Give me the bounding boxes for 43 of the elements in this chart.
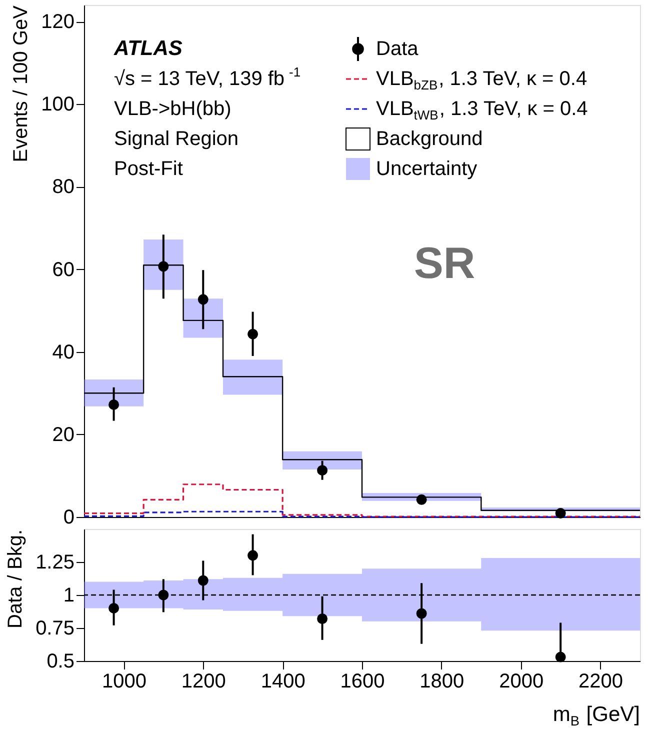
y-axis-title: Data / Bkg. [4,530,27,628]
x-tick-label: 1400 [260,670,306,692]
annotation: VLB->bH(bb) [114,98,232,120]
y-tick-label: 1 [63,584,74,606]
legend-label: Data [376,38,420,60]
point [416,608,427,619]
legend-label: Uncertainty [376,158,478,180]
x-tick-label: 2200 [578,670,624,692]
legend-label: Background [376,128,483,150]
y-tick-label: 100 [41,94,74,116]
point [158,590,169,600]
y-tick-label: 0 [63,506,74,528]
annotation: Post-Fit [114,158,184,180]
x-tick-label: 1200 [181,670,226,692]
point [555,508,566,519]
y-tick-label: 20 [52,424,74,446]
y-tick-label: 0.5 [46,650,74,672]
x-tick-label: 1000 [102,670,146,692]
point [108,399,120,410]
y-tick-label: 0.75 [36,618,74,640]
x-tick-label: 1600 [340,670,385,692]
annotation: ATLAS [113,37,182,60]
y-tick-label: 120 [41,11,74,34]
x-tick-label: 2000 [499,670,544,692]
y-tick-label: 80 [52,176,74,198]
annotation: Signal Region [114,128,239,150]
point [416,494,427,505]
point [108,602,120,614]
point [248,550,258,561]
point [198,575,208,586]
annotation: √s = 13 TeV, 139 fb-1 [114,64,301,90]
x-tick-label: 1800 [420,670,464,692]
point [198,294,208,305]
point [248,328,258,340]
y-tick-label: 40 [52,341,74,364]
y-tick-label: 60 [52,258,74,281]
point [555,652,566,662]
point [158,261,169,272]
annotation: SR [414,239,476,288]
point [317,614,328,624]
y-axis-title: Events / 100 GeV [10,4,32,162]
y-tick-label: 1.25 [36,552,74,574]
point [317,465,328,476]
